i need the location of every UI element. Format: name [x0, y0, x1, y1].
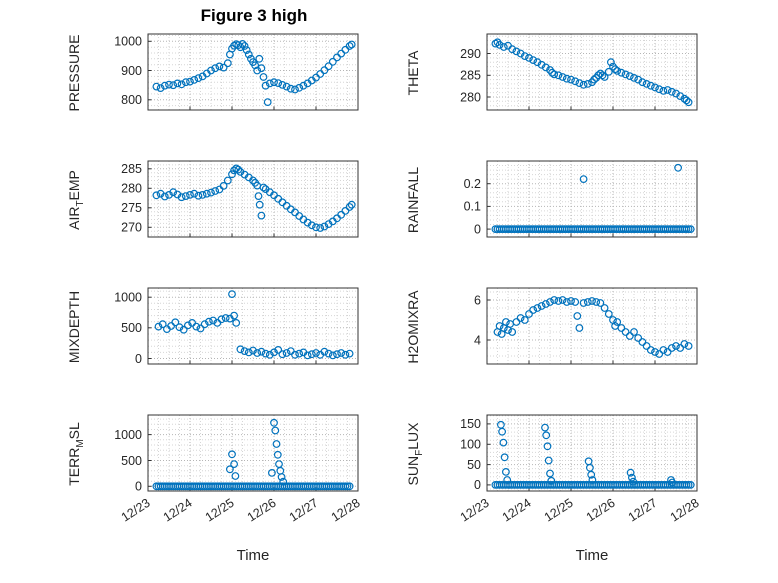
scatter-markers — [154, 290, 354, 360]
plot-area-sun-flux: 12/23 12/24 12/25 12/26 12/27 12/28 0 50 100 150 — [432, 409, 704, 543]
plot-canvas: 46 — [474, 287, 698, 365]
subplot-sun-flux: SUNFLUX 12/23 12/24 12/25 12/26 12/27 12/28 0 5… — [398, 409, 704, 543]
svg-text:12/25: 12/25 — [542, 496, 576, 525]
scatter-markers — [491, 38, 693, 107]
y-axis-label: RAINFALL — [405, 166, 422, 233]
scatter-markers — [152, 39, 356, 106]
subplot-mixdepth: MIXDEPTH 0 500 1000 — [59, 282, 365, 371]
svg-text:900: 900 — [121, 64, 142, 78]
svg-text:12/28: 12/28 — [668, 496, 702, 525]
scatter-markers — [493, 296, 693, 358]
y-axis-label: MIXDEPTH — [66, 290, 83, 363]
plot-canvas: 280 285 290 — [460, 33, 698, 111]
plot-canvas: 0 500 1000 — [114, 287, 359, 366]
svg-text:12/28: 12/28 — [329, 496, 363, 525]
plot-area-air-temp: 270 275 280 285 — [93, 155, 365, 244]
svg-text:1000: 1000 — [114, 428, 142, 442]
y-axis-label: THETA — [405, 50, 422, 95]
svg-text:100: 100 — [460, 438, 481, 452]
plot-canvas: 12/23 12/24 12/25 12/26 12/27 12/28 0 500 1000 — [114, 414, 363, 525]
plot-canvas: 270 275 280 285 — [121, 160, 359, 238]
svg-text:285: 285 — [460, 69, 481, 83]
subplot-pressure: PRESSURE 800 900 1000 — [59, 28, 365, 117]
subplot-air-temp: AIRTEMP 270 275 280 285 — [59, 155, 365, 244]
svg-text:0.2: 0.2 — [464, 177, 481, 191]
subplot-terr-msl: TERRMSL 12/23 12/24 12/25 12/26 12/27 12/28 0 5… — [59, 409, 365, 543]
subplot-rainfall: RAINFALL 0 0.1 0.2 — [398, 155, 704, 244]
scatter-markers — [491, 163, 695, 233]
svg-text:12/24: 12/24 — [500, 496, 534, 525]
x-axis-label-right: Time — [575, 547, 609, 564]
svg-text:500: 500 — [121, 321, 142, 335]
plot-area-theta: 280 285 290 — [432, 28, 704, 117]
y-axis-label: SUNFLUX — [405, 422, 425, 485]
plot-area-pressure: 800 900 1000 — [93, 28, 365, 117]
right-column: THETA 280 285 290 RAINFALL 0 0.1 0.2 H2OMIXR… — [398, 28, 704, 564]
plot-area-mixdepth: 0 500 1000 — [93, 282, 365, 371]
svg-text:280: 280 — [121, 182, 142, 196]
scatter-markers — [152, 418, 354, 491]
svg-text:12/24: 12/24 — [161, 496, 195, 525]
svg-text:0: 0 — [135, 480, 142, 494]
svg-text:0: 0 — [135, 352, 142, 366]
svg-text:12/25: 12/25 — [203, 496, 237, 525]
svg-text:285: 285 — [121, 162, 142, 176]
subplot-theta: THETA 280 285 290 — [398, 28, 704, 117]
x-axis-label-left: Time — [236, 547, 270, 564]
figure-title: Figure 3 high — [200, 6, 308, 25]
svg-text:12/27: 12/27 — [287, 496, 321, 525]
svg-text:270: 270 — [121, 221, 142, 235]
svg-text:12/26: 12/26 — [245, 496, 279, 525]
y-axis-label: AIRTEMP — [66, 169, 86, 230]
y-axis-label: TERRMSL — [66, 421, 86, 486]
svg-text:0: 0 — [474, 478, 481, 492]
y-axis-label: PRESSURE — [66, 33, 83, 112]
svg-text:0: 0 — [474, 222, 481, 236]
svg-text:290: 290 — [460, 47, 481, 61]
svg-text:4: 4 — [474, 333, 481, 347]
svg-text:12/27: 12/27 — [626, 496, 660, 525]
svg-text:50: 50 — [467, 458, 481, 472]
plot-area-terr-msl: 12/23 12/24 12/25 12/26 12/27 12/28 0 500 1000 — [93, 409, 365, 543]
svg-text:150: 150 — [460, 417, 481, 431]
svg-text:500: 500 — [121, 454, 142, 468]
svg-text:12/26: 12/26 — [584, 496, 618, 525]
scatter-markers — [152, 164, 356, 232]
scatter-markers — [491, 420, 695, 489]
svg-text:1000: 1000 — [114, 35, 142, 49]
plot-area-rainfall: 0 0.1 0.2 — [432, 155, 704, 244]
svg-text:275: 275 — [121, 201, 142, 215]
svg-text:280: 280 — [460, 90, 481, 104]
svg-text:12/23: 12/23 — [458, 496, 492, 525]
svg-text:6: 6 — [474, 293, 481, 307]
left-column: PRESSURE 800 900 1000 AIRTEMP 270 275 280 285… — [59, 28, 365, 564]
svg-text:1000: 1000 — [114, 291, 142, 305]
plot-canvas: 12/23 12/24 12/25 12/26 12/27 12/28 0 50 100 150 — [458, 414, 702, 525]
svg-text:0.1: 0.1 — [464, 200, 481, 214]
svg-text:800: 800 — [121, 93, 142, 107]
plot-canvas: 0 0.1 0.2 — [464, 160, 698, 238]
plot-canvas: 800 900 1000 — [114, 33, 359, 111]
y-axis-label: H2OMIXRA — [405, 289, 422, 364]
svg-text:12/23: 12/23 — [119, 496, 153, 525]
